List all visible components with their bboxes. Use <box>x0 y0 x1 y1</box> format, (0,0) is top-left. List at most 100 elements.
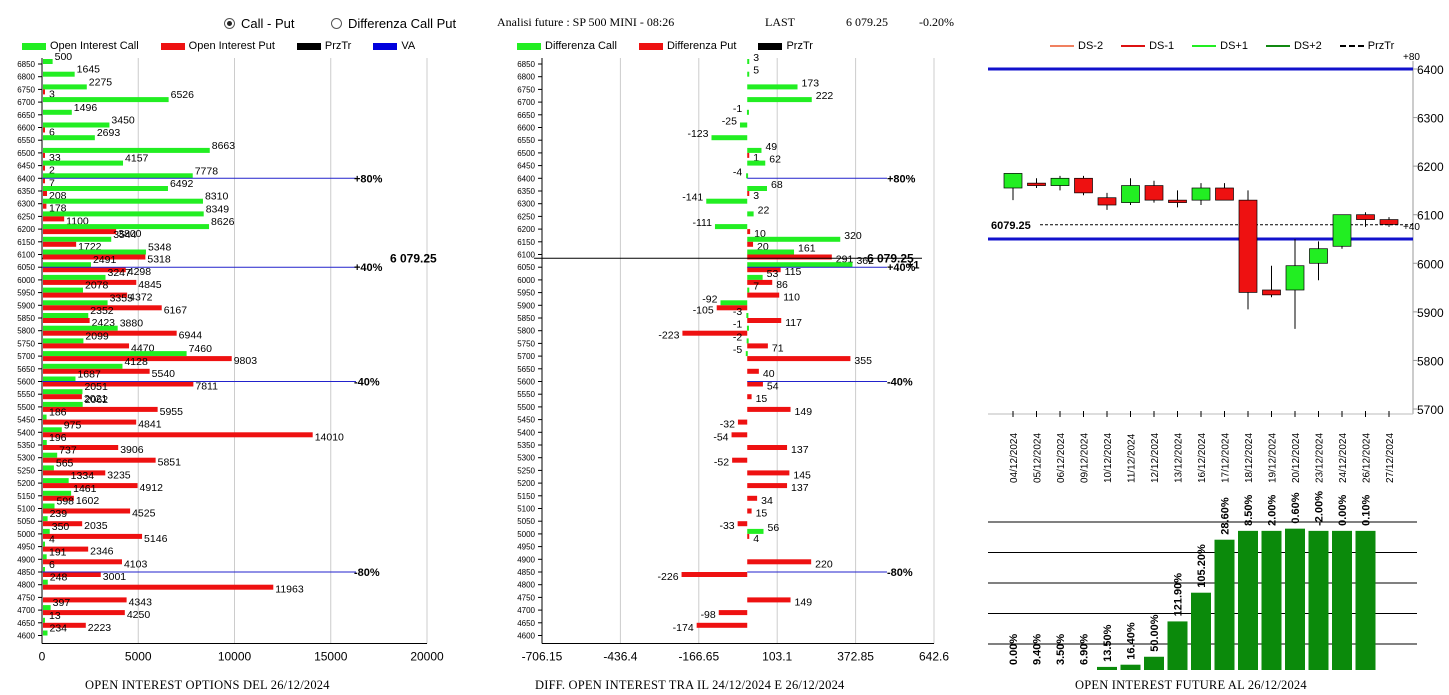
strike-label: 5800 <box>517 327 535 336</box>
strike-label: 5550 <box>17 390 35 399</box>
future-legend: DS-2 DS-1 DS+1 DS+2 PrzTr <box>1050 40 1394 52</box>
call-value-label: 13 <box>49 610 61 622</box>
call-bar <box>43 135 95 141</box>
strike-label: 4900 <box>517 555 535 564</box>
call-value-label: 8310 <box>205 191 229 203</box>
diff-put-bar <box>747 381 763 387</box>
strike-label: 6050 <box>517 263 535 272</box>
diff-put-bar <box>737 521 748 527</box>
strike-label: 5450 <box>17 416 35 425</box>
put-value-label: 4103 <box>124 558 148 570</box>
extra-label: +1 <box>907 259 920 271</box>
diff-put-bar <box>747 406 791 412</box>
diff-call-label: 222 <box>816 90 834 102</box>
strike-label: 4750 <box>17 593 35 602</box>
diff-put-bar <box>718 610 748 616</box>
put-bar <box>43 165 45 171</box>
strike-label: 5250 <box>17 466 35 475</box>
call-bar <box>43 376 76 382</box>
call-bar <box>43 186 168 191</box>
date-label: 12/12/2024 <box>1150 433 1161 483</box>
diff-put-label: -223 <box>658 330 679 342</box>
call-value-label: 1687 <box>77 369 101 381</box>
put-bar <box>43 152 45 158</box>
call-bar <box>43 490 72 496</box>
call-value-label: 2051 <box>84 381 108 393</box>
future-title: Analisi future : SP 500 MINI - 08:26 <box>497 15 675 29</box>
strike-label: 5000 <box>17 530 35 539</box>
oi-bar-label: 0.00% <box>1008 634 1020 665</box>
call-bar <box>43 579 48 585</box>
candle-body <box>1379 219 1399 225</box>
call-value-label: 5348 <box>148 242 172 254</box>
strike-label: 4850 <box>517 568 535 577</box>
call-value-label: 6492 <box>170 178 194 190</box>
strike-label: 5450 <box>517 416 535 425</box>
diff-put-label: 15 <box>756 508 768 520</box>
strike-label: 6250 <box>17 212 35 221</box>
strike-label: 6150 <box>517 238 535 247</box>
legend-swatch <box>1192 45 1217 47</box>
strike-label: 6700 <box>517 98 535 107</box>
x-tick-label: 103.1 <box>762 650 792 664</box>
put-bar <box>43 267 126 273</box>
oi-bar <box>1120 664 1141 670</box>
price-label: 6 079.25 <box>867 251 914 265</box>
legend-swatch <box>1265 45 1290 47</box>
put-bar <box>43 241 77 247</box>
put-value-label: 4912 <box>140 482 164 494</box>
call-value-label: 1334 <box>71 470 95 482</box>
strike-label: 4700 <box>517 606 535 615</box>
last-label: LAST <box>765 15 795 29</box>
candle-body <box>1309 248 1328 264</box>
diff-call-bar <box>746 338 749 344</box>
call-bar <box>43 97 169 103</box>
put-value-label: 2223 <box>88 622 112 634</box>
legend-label: DS+2 <box>1293 40 1322 52</box>
put-bar <box>43 279 137 285</box>
radio-call-put[interactable]: Call - Put <box>224 16 294 31</box>
strike-label: 6750 <box>17 85 35 94</box>
call-value-label: 2352 <box>90 305 114 317</box>
strike-label: 5950 <box>17 289 35 298</box>
put-bar <box>43 559 122 565</box>
put-value-label: 4298 <box>128 266 152 278</box>
call-bar <box>43 414 47 420</box>
oi-bar <box>1355 530 1376 670</box>
strike-label: 6100 <box>517 251 535 260</box>
put-bar <box>43 89 45 95</box>
y-tick-label: 6400 <box>1417 63 1444 77</box>
candle-body <box>1356 214 1375 220</box>
diff-call-bar <box>746 173 749 179</box>
call-value-label: 186 <box>49 407 67 419</box>
call-value-label: 2693 <box>97 127 121 139</box>
strike-label: 4650 <box>17 619 35 628</box>
candle-body <box>1003 173 1023 189</box>
put-value-label: 6944 <box>179 330 203 342</box>
strike-label: 5900 <box>17 301 35 310</box>
diff-put-bar <box>747 356 851 362</box>
diff-call-label: -25 <box>722 116 737 128</box>
put-value-label: 5146 <box>144 533 168 545</box>
diff-put-label: -33 <box>719 520 734 532</box>
diff-call-label: -1 <box>733 103 742 115</box>
legend-swatch <box>160 42 185 50</box>
y-tick-label: 5700 <box>1417 403 1444 417</box>
diff-put-label: 149 <box>795 406 813 418</box>
diff-put-bar <box>747 279 773 285</box>
diff-call-label: -3 <box>733 306 742 318</box>
strike-label: 6500 <box>517 149 535 158</box>
diff-open-interest-chart: -706.15 -436.4 -166.65 103.1 372.85 642.66850… <box>517 52 949 664</box>
oi-bar <box>1261 530 1282 670</box>
x-tick-label: -166.65 <box>678 650 719 664</box>
radio-differenza-call-put[interactable]: Differenza Call Put <box>331 16 456 31</box>
oi-legend: Open Interest Call Open Interest Put Prz… <box>22 40 415 52</box>
legend-label: Differenza Put <box>666 40 737 52</box>
y-tick-label: 5900 <box>1417 306 1444 320</box>
legend-label: DS-1 <box>1149 40 1175 52</box>
strike-label: 6150 <box>17 238 35 247</box>
diff-put-label: 34 <box>761 495 773 507</box>
call-value-label: 4157 <box>125 153 149 165</box>
strike-label: 6050 <box>17 263 35 272</box>
call-value-label: 7778 <box>195 165 219 177</box>
